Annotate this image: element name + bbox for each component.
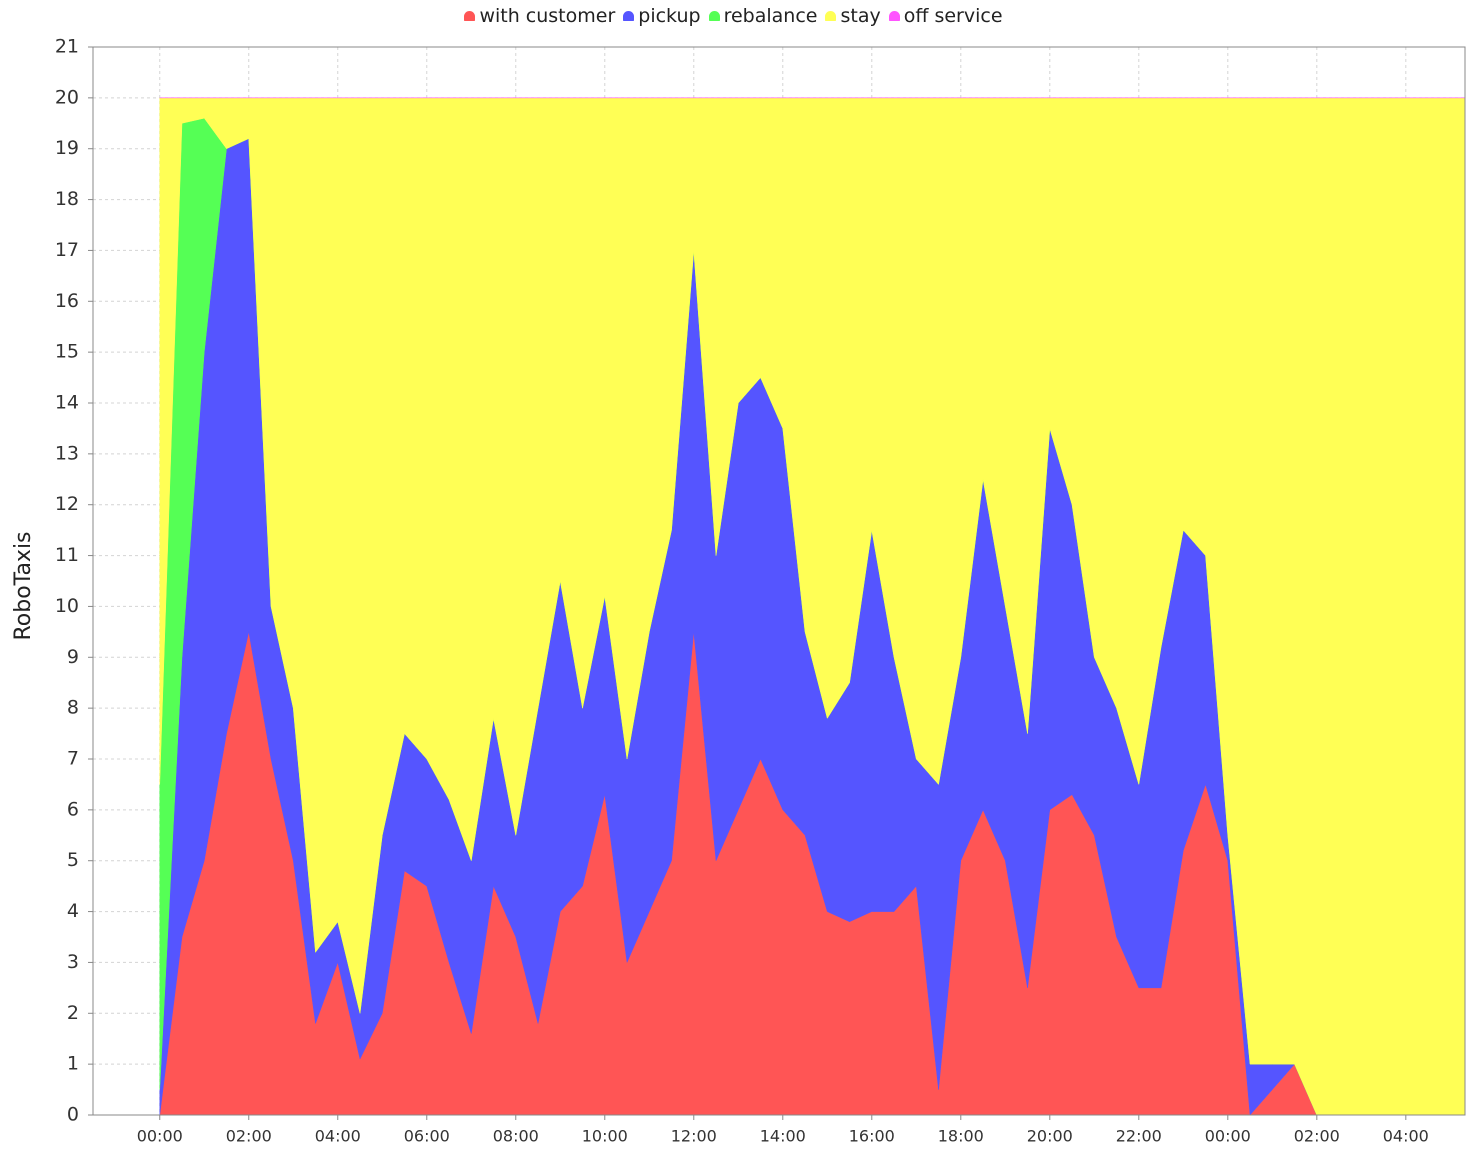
legend-item: pickup: [623, 5, 701, 27]
x-tick-label: 10:00: [582, 1127, 628, 1146]
areas: [159, 97, 1466, 1116]
legend-label: stay: [840, 5, 881, 27]
legend-swatch: [464, 11, 476, 21]
y-tick-label: 5: [67, 849, 79, 871]
y-tick-label: 12: [55, 493, 79, 515]
y-tick-label: 14: [55, 392, 79, 414]
y-tick-label: 3: [67, 951, 79, 973]
x-tick-label: 02:00: [226, 1127, 272, 1146]
y-tick-label: 16: [55, 290, 79, 312]
x-tick-label: 12:00: [671, 1127, 717, 1146]
legend-label: pickup: [638, 5, 701, 27]
y-tick-label: 20: [55, 86, 79, 108]
legend-item: off service: [888, 5, 1003, 27]
y-tick-label: 2: [67, 1002, 79, 1024]
x-tick-label: 04:00: [1383, 1127, 1429, 1146]
x-tick-label: 14:00: [760, 1127, 806, 1146]
y-tick-label: 10: [55, 595, 79, 617]
y-axis-label: RoboTaxis: [11, 531, 36, 640]
y-tick-label: 18: [55, 188, 79, 210]
y-tick-label: 9: [67, 646, 79, 668]
x-tick-label: 20:00: [1027, 1127, 1073, 1146]
y-tick-label: 1: [67, 1053, 79, 1075]
y-tick-label: 7: [67, 748, 79, 770]
legend: with customer pickup rebalance stay off serv…: [0, 5, 1467, 27]
legend-item: stay: [825, 5, 881, 27]
x-tick-label: 00:00: [137, 1127, 183, 1146]
x-tick-label: 04:00: [315, 1127, 361, 1146]
legend-label: with customer: [479, 5, 616, 27]
legend-swatch: [708, 11, 720, 21]
legend-swatch: [825, 11, 837, 21]
legend-item: rebalance: [708, 5, 818, 27]
x-tick-label: 06:00: [404, 1127, 450, 1146]
y-tick-label: 11: [55, 544, 79, 566]
legend-swatch: [623, 11, 635, 21]
y-tick-label: 19: [55, 137, 79, 159]
x-tick-label: 18:00: [938, 1127, 984, 1146]
x-tick-label: 08:00: [493, 1127, 539, 1146]
y-tick-label: 13: [55, 442, 79, 464]
x-tick-label: 22:00: [1116, 1127, 1162, 1146]
y-tick-label: 8: [67, 697, 79, 719]
x-tick-label: 00:00: [1205, 1127, 1251, 1146]
plot-frame: [92, 46, 1466, 1116]
y-tick-label: 15: [55, 341, 79, 363]
y-tick-label: 6: [67, 798, 79, 820]
y-tick-label: 21: [55, 36, 79, 58]
x-tick-label: 16:00: [849, 1127, 895, 1146]
y-tick-label: 0: [67, 1104, 79, 1126]
legend-swatch: [888, 11, 900, 21]
legend-item: with customer: [464, 5, 615, 27]
legend-label: rebalance: [723, 5, 818, 27]
x-tick-label: 02:00: [1294, 1127, 1340, 1146]
y-tick-label: 4: [67, 900, 79, 922]
legend-label: off service: [903, 5, 1003, 27]
y-tick-label: 17: [55, 239, 79, 261]
